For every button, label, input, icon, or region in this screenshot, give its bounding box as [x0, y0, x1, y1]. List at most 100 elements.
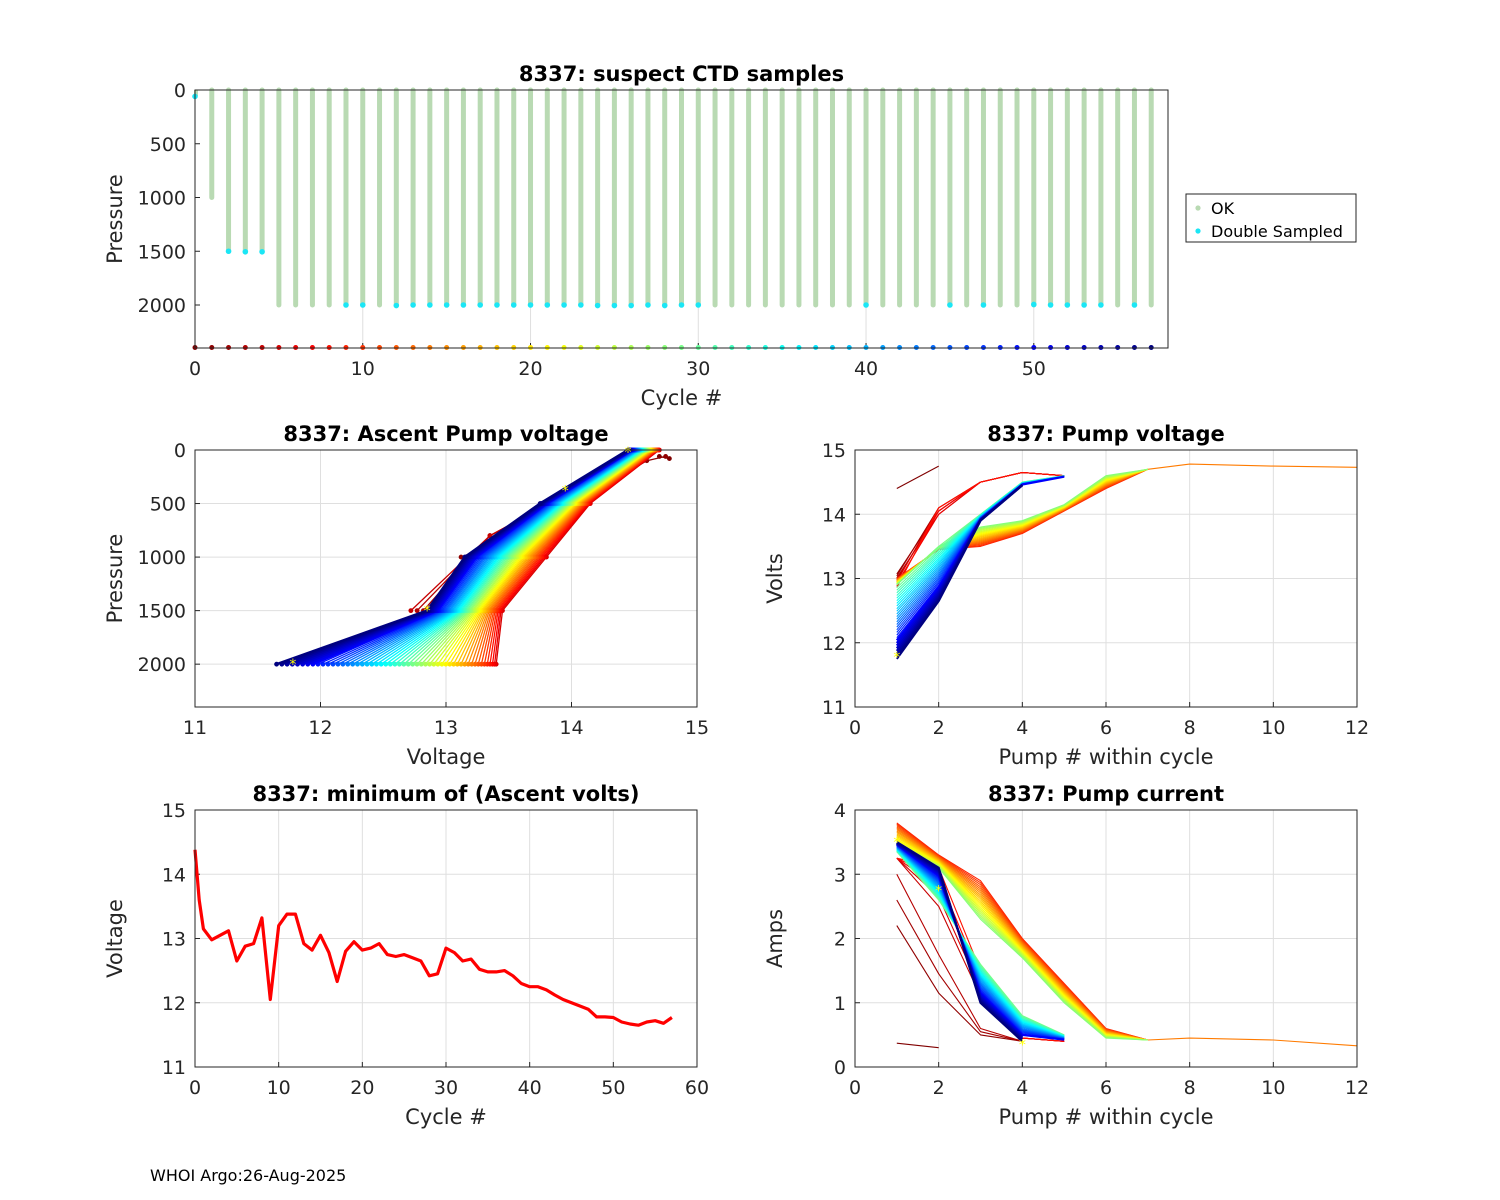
pump-current-line — [896, 847, 1065, 1038]
x-tick-label: 4 — [1016, 1077, 1028, 1099]
axes-ascent: 11 12 13 14 15 0 500 1000 1500 2000 8337: Ascent P… — [103, 422, 709, 769]
double-sampled-point — [661, 302, 668, 309]
x-tick-label: 4 — [1016, 717, 1028, 739]
chart-title: 8337: minimum of (Ascent volts) — [252, 782, 639, 806]
double-sampled-point — [460, 302, 467, 308]
x-axis-label: Cycle # — [405, 1105, 487, 1129]
double-sampled-point — [863, 302, 869, 308]
ascent-point — [454, 661, 460, 667]
ascent-point — [405, 661, 411, 667]
series-pumpv: * — [893, 463, 1358, 666]
y-tick-label: 500 — [150, 494, 186, 516]
pump-current-line — [896, 850, 1065, 1037]
double-sampled-point — [1131, 302, 1138, 308]
y-tick-label: 0 — [174, 80, 186, 102]
x-tick-label: 2 — [933, 1077, 945, 1099]
double-sampled-point — [947, 302, 953, 308]
chart-title: 8337: suspect CTD samples — [519, 62, 844, 86]
x-tick-label: 14 — [559, 717, 583, 739]
axes-frame — [854, 809, 1358, 1068]
y-tick-label: 2000 — [138, 295, 186, 317]
double-sampled-point — [443, 302, 450, 308]
y-axis-label: Pressure — [103, 174, 127, 264]
double-sampled-point — [393, 302, 400, 309]
series-suspect — [192, 87, 1154, 350]
double-sampled-point — [477, 302, 483, 308]
pump-current-line — [896, 1042, 939, 1049]
ascent-point — [350, 661, 356, 667]
double-sampled-point — [578, 302, 584, 308]
ascent-point — [431, 661, 437, 667]
double-sampled-point — [1064, 302, 1071, 308]
pump-current-line — [896, 849, 1065, 1037]
ascent-point — [396, 661, 402, 667]
ascent-point — [410, 661, 416, 667]
ascent-point — [435, 661, 441, 667]
first-pump-marker: * — [562, 484, 569, 500]
double-sampled-point — [242, 248, 249, 255]
ascent-point — [369, 661, 375, 667]
double-sampled-point — [510, 302, 517, 308]
x-tick-label: 8 — [1184, 717, 1196, 739]
chart-title: 8337: Pump voltage — [987, 422, 1225, 446]
x-axis-label: Cycle # — [641, 386, 723, 410]
y-tick-label: 2000 — [138, 654, 186, 676]
x-tick-label: 20 — [350, 1077, 374, 1099]
pump-current-line — [896, 874, 1023, 1042]
x-tick-label: 6 — [1100, 717, 1112, 739]
ascent-point — [663, 454, 669, 459]
x-tick-label: 30 — [434, 1077, 458, 1099]
legend-double-marker — [1195, 228, 1201, 234]
footer-stamp: WHOI Argo:26-Aug-2025 — [150, 1166, 347, 1185]
x-tick-label: 10 — [351, 358, 375, 380]
x-tick-label: 0 — [849, 717, 861, 739]
axes-frame — [194, 449, 698, 708]
pump-current-line — [896, 851, 1065, 1036]
ascent-point — [427, 661, 433, 667]
first-pump-marker: * — [1019, 1038, 1026, 1054]
ascent-point — [364, 661, 370, 667]
first-pump-marker: * — [893, 650, 900, 666]
double-sampled-point — [343, 302, 349, 308]
double-sampled-point — [494, 302, 500, 308]
ascent-point — [472, 661, 478, 667]
ascent-point — [462, 554, 468, 560]
axes-pumpv: 0 2 4 6 8 10 12 11 12 13 14 15 8337: Pump voltage Pum… — [763, 422, 1369, 769]
first-pump-marker: * — [893, 835, 900, 851]
y-tick-label: 12 — [162, 993, 186, 1015]
y-tick-label: 1 — [834, 993, 846, 1015]
y-tick-label: 11 — [162, 1057, 186, 1079]
x-tick-label: 0 — [189, 1077, 201, 1099]
ascent-point — [374, 661, 379, 667]
x-tick-label: 15 — [685, 717, 709, 739]
first-pump-marker: * — [424, 604, 431, 620]
chart-title: 8337: Ascent Pump voltage — [283, 422, 608, 446]
double-sampled-point — [645, 302, 651, 308]
ascent-point — [465, 661, 471, 667]
x-tick-label: 12 — [308, 717, 332, 739]
legend: OK Double Sampled — [1185, 193, 1357, 243]
ascent-point — [414, 661, 420, 667]
axes-minv: 0 10 20 30 40 50 60 11 12 13 14 15 8337: minimum of … — [103, 782, 709, 1129]
y-axis-label: Amps — [763, 909, 787, 968]
ascent-point — [274, 661, 279, 667]
double-sampled-point — [1030, 301, 1037, 308]
y-tick-label: 500 — [150, 134, 186, 156]
y-tick-label: 12 — [822, 633, 846, 655]
ascent-point — [424, 608, 430, 614]
ascent-point — [666, 456, 672, 461]
y-tick-label: 15 — [162, 800, 186, 822]
ascent-point — [383, 661, 389, 667]
x-tick-label: 40 — [854, 358, 878, 380]
x-tick-label: 30 — [686, 358, 710, 380]
first-pump-marker: * — [624, 445, 631, 461]
pump-current-line — [896, 850, 1065, 1037]
axes-frame — [854, 449, 1358, 708]
y-tick-label: 14 — [822, 504, 846, 526]
ascent-point — [447, 661, 453, 667]
double-sampled-point — [561, 302, 567, 308]
ascent-point — [359, 661, 365, 667]
ascent-point — [439, 661, 445, 667]
